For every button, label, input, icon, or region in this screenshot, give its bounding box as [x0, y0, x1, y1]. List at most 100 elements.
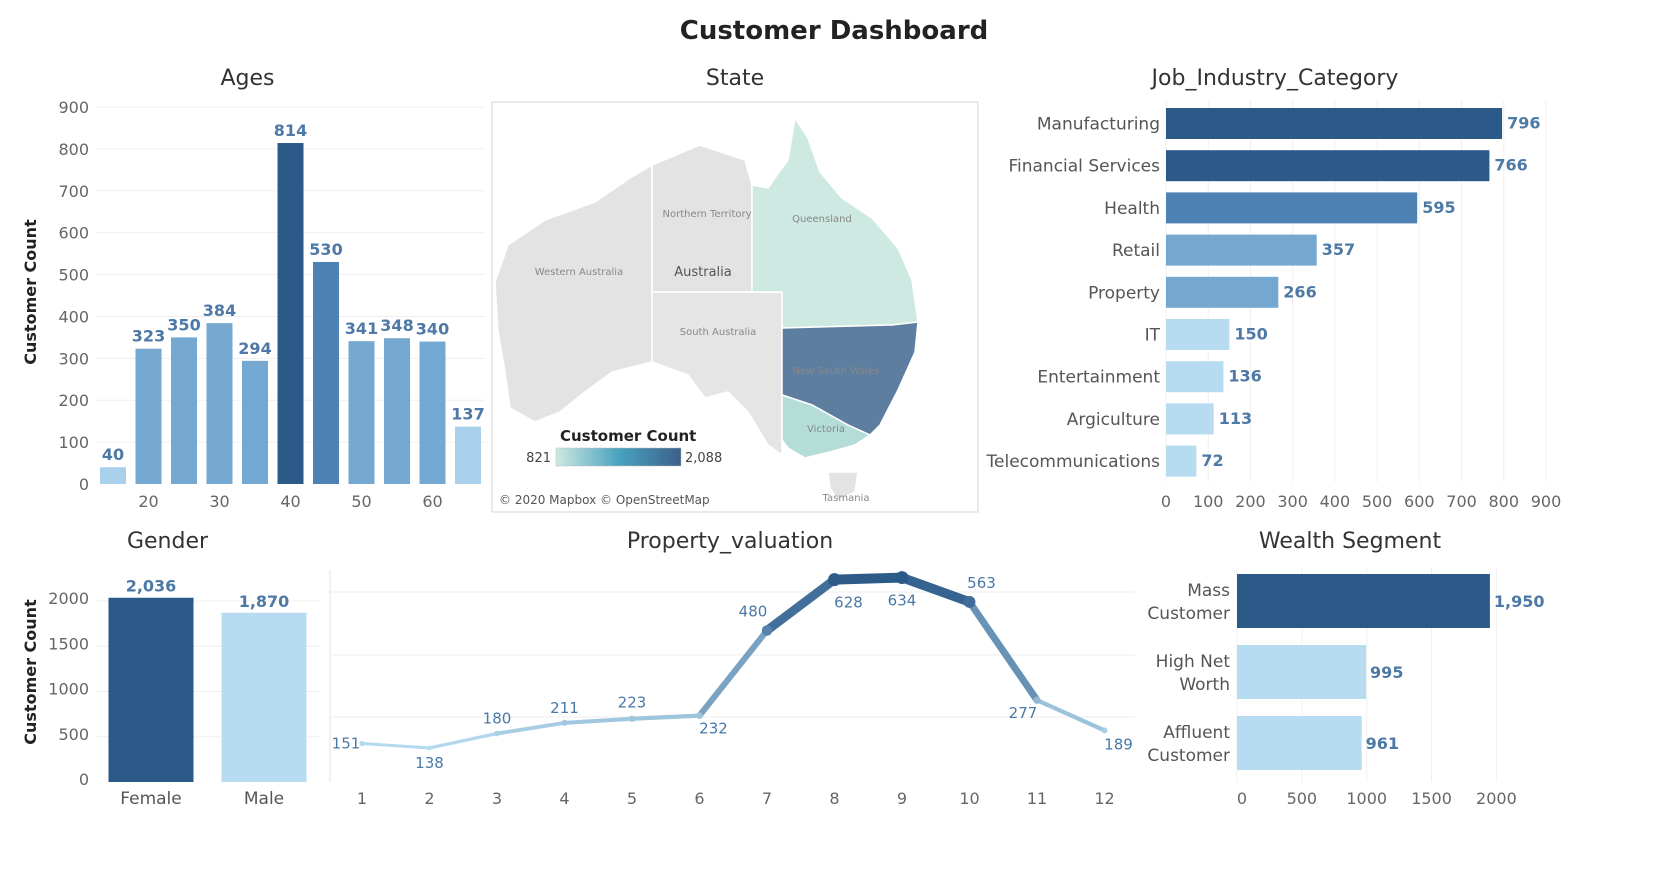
wealth-xtick: 0 — [1237, 789, 1247, 808]
ages-bar[interactable] — [419, 341, 446, 484]
map-label-wa: Western Australia — [535, 267, 623, 278]
ages-ytick: 200 — [58, 391, 89, 410]
job-xtick: 0 — [1161, 492, 1171, 511]
job-category-label: Retail — [1112, 241, 1160, 261]
property-chart: 151 1 138 2 180 3 211 4 223 5 232 6 480 7 628 8 634 9 563 1… — [329, 570, 1135, 808]
property-point[interactable] — [494, 730, 500, 737]
wealth-category-label: High Net — [1156, 652, 1231, 672]
property-point-label: 180 — [483, 710, 512, 728]
ages-bar[interactable] — [455, 426, 481, 484]
property-line-segment — [829, 572, 907, 585]
property-xtick: 6 — [694, 789, 704, 808]
ages-xtick: 50 — [351, 492, 371, 511]
property-title: Property_valuation — [626, 529, 834, 554]
job-bar[interactable] — [1166, 108, 1503, 139]
wealth-category-label: Worth — [1179, 675, 1230, 695]
job-bar[interactable] — [1166, 150, 1490, 182]
ages-bar-label: 530 — [309, 240, 342, 259]
ages-bar[interactable] — [171, 337, 197, 484]
property-xtick: 9 — [897, 789, 907, 808]
ages-bar[interactable] — [277, 143, 304, 484]
wealth-category-label: Customer — [1147, 746, 1230, 766]
ages-bar[interactable] — [384, 338, 410, 484]
property-line-segment — [562, 716, 635, 725]
property-line-segment — [360, 741, 432, 750]
property-point-label: 563 — [967, 574, 996, 592]
job-bar[interactable] — [1166, 234, 1317, 266]
job-bar[interactable] — [1166, 319, 1230, 350]
map-legend-gradient — [555, 447, 682, 467]
job-bar[interactable] — [1166, 276, 1279, 308]
job-bar-label: 72 — [1201, 451, 1223, 470]
job-bar[interactable] — [1166, 192, 1418, 224]
map-label-sa: South Australia — [680, 327, 756, 338]
job-bar[interactable] — [1166, 403, 1214, 435]
gender-ytick: 0 — [79, 770, 89, 789]
gender-bar[interactable] — [221, 612, 307, 782]
gender-xtick: Female — [120, 789, 181, 809]
state-map[interactable]: Northern Territory Western Australia Que… — [491, 101, 979, 513]
property-point[interactable] — [1033, 696, 1041, 704]
job-bar-label: 796 — [1507, 114, 1540, 133]
ages-ytick: 100 — [58, 433, 89, 452]
map-region-queensland[interactable] — [751, 115, 919, 329]
job-category-label: Argiculture — [1067, 410, 1160, 430]
property-point-label: 480 — [739, 602, 768, 620]
job-xtick: 700 — [1446, 492, 1477, 511]
property-xtick: 8 — [829, 789, 839, 808]
ages-xtick: 40 — [280, 492, 300, 511]
property-point[interactable] — [761, 625, 773, 636]
property-line-segment — [966, 598, 1041, 704]
ages-ytick: 400 — [58, 307, 89, 326]
property-point[interactable] — [359, 740, 365, 747]
property-point-label: 189 — [1104, 735, 1133, 753]
gender-chart: 0 500 1000 1500 2000 Customer Count 2,036 Femal… — [21, 577, 320, 809]
gender-bar[interactable] — [108, 597, 194, 782]
property-xtick: 3 — [492, 789, 502, 808]
property-point[interactable] — [963, 596, 976, 608]
wealth-xtick: 1500 — [1411, 789, 1452, 808]
job-xtick: 400 — [1320, 492, 1351, 511]
job-xtick: 800 — [1488, 492, 1519, 511]
ages-bar[interactable] — [135, 348, 162, 484]
property-point[interactable] — [427, 745, 432, 751]
job-category-label: Entertainment — [1037, 368, 1160, 388]
wealth-bar[interactable] — [1237, 574, 1490, 628]
job-title: Job_Industry_Category — [1151, 66, 1399, 91]
ages-bar[interactable] — [100, 467, 126, 484]
property-point[interactable] — [895, 571, 909, 585]
wealth-title: Wealth Segment — [1258, 529, 1442, 554]
property-point[interactable] — [696, 712, 703, 719]
job-category-label: Telecommunications — [986, 452, 1161, 472]
wealth-bar-label: 995 — [1370, 663, 1403, 682]
wealth-bar[interactable] — [1237, 716, 1362, 770]
ages-bar[interactable] — [313, 261, 339, 484]
job-xtick: 900 — [1531, 492, 1562, 511]
map-region-western-australia[interactable] — [494, 163, 653, 423]
property-line-segment — [696, 627, 771, 719]
ages-bar[interactable] — [206, 323, 233, 484]
property-point[interactable] — [561, 719, 568, 726]
wealth-bar[interactable] — [1237, 645, 1367, 699]
ages-bar[interactable] — [242, 360, 268, 484]
ages-xtick: 20 — [138, 492, 158, 511]
map-region-victoria[interactable] — [781, 393, 872, 459]
ages-bar-label: 294 — [238, 339, 271, 358]
property-point-label: 211 — [550, 699, 579, 717]
property-xtick: 10 — [959, 789, 979, 808]
map-region-tasmania[interactable] — [827, 471, 859, 501]
property-point[interactable] — [628, 715, 636, 722]
ages-bar-label: 137 — [451, 405, 484, 424]
job-bar[interactable] — [1166, 361, 1224, 393]
property-point[interactable] — [1101, 727, 1108, 734]
job-bar-label: 266 — [1283, 282, 1316, 301]
gender-ylabel: Customer Count — [21, 599, 40, 745]
ages-ytick: 900 — [58, 98, 89, 117]
job-bar[interactable] — [1166, 445, 1197, 477]
ages-ytick: 800 — [58, 140, 89, 159]
property-xtick: 1 — [357, 789, 367, 808]
job-bar-label: 357 — [1322, 240, 1355, 259]
property-point[interactable] — [828, 573, 841, 587]
ages-bar[interactable] — [348, 341, 375, 484]
job-bar-label: 595 — [1422, 198, 1455, 217]
